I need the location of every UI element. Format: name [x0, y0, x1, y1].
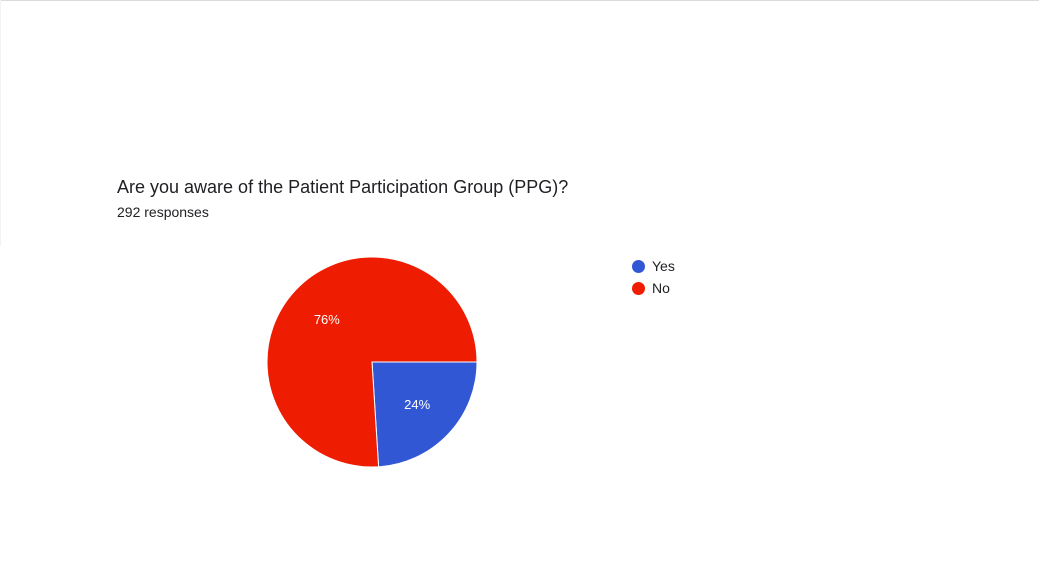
legend-item-yes[interactable]: Yes	[632, 255, 675, 277]
legend-item-no[interactable]: No	[632, 277, 675, 299]
question-title: Are you aware of the Patient Participati…	[117, 177, 569, 197]
legend-swatch-icon	[632, 281, 645, 295]
pie-slice-no[interactable]	[266, 256, 478, 468]
left-divider	[0, 0, 1, 246]
chart-legend: Yes No	[632, 255, 675, 299]
slice-label-no: 76%	[314, 312, 340, 327]
top-divider	[0, 0, 1039, 1]
legend-swatch-icon	[632, 259, 645, 273]
response-count: 292 responses	[117, 204, 209, 220]
pie-slice-yes[interactable]	[371, 361, 478, 468]
legend-label: No	[652, 280, 670, 296]
legend-label: Yes	[652, 258, 675, 274]
slice-label-yes: 24%	[404, 397, 430, 412]
